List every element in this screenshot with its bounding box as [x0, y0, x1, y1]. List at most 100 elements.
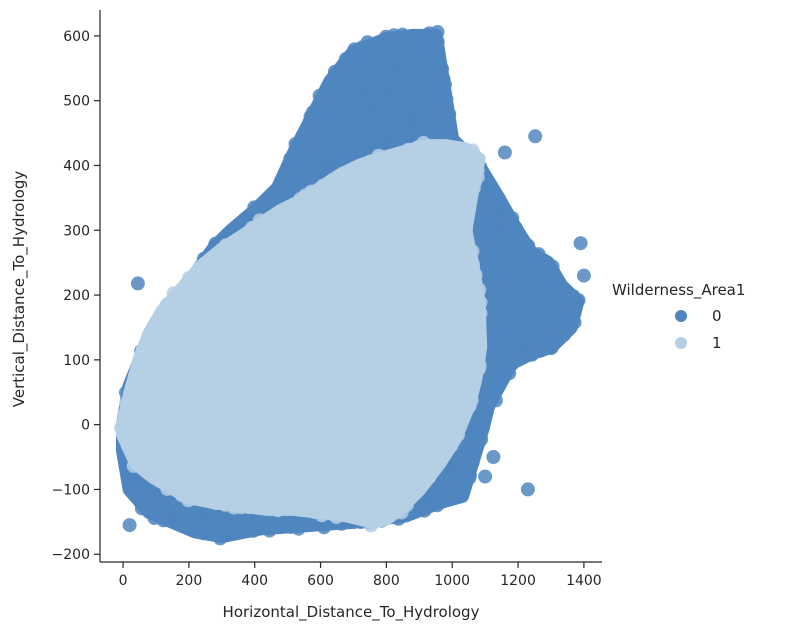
data-point [195, 507, 210, 522]
data-point [215, 468, 230, 483]
data-point [378, 335, 393, 350]
data-point [246, 523, 261, 538]
data-point [182, 473, 197, 488]
data-point [325, 173, 340, 188]
data-point [226, 444, 241, 459]
data-point [162, 462, 177, 476]
data-point [401, 255, 416, 270]
data-point [414, 337, 428, 351]
y-tick-label: −200 [52, 547, 90, 563]
data-point [320, 155, 335, 170]
data-point [387, 380, 402, 394]
data-point [317, 461, 332, 476]
data-point [125, 471, 140, 486]
data-point [341, 417, 356, 431]
data-point [471, 301, 486, 316]
legend: Wilderness_Area1 0 1 [612, 281, 745, 352]
data-point [384, 357, 399, 372]
data-point [438, 441, 452, 456]
data-point [125, 482, 140, 497]
y-tick-label: 300 [63, 223, 90, 239]
data-point [166, 511, 181, 525]
legend-label-0: 0 [712, 307, 722, 325]
data-point [305, 303, 320, 318]
data-point [441, 113, 456, 128]
data-point [420, 365, 435, 380]
data-point [218, 242, 232, 257]
data-point [208, 430, 223, 445]
series-1 [114, 135, 488, 533]
data-point [270, 503, 285, 518]
y-tick-label: 600 [63, 29, 90, 45]
x-tick-label: 1400 [566, 573, 602, 589]
y-tick-label: 400 [63, 158, 90, 174]
data-point [517, 343, 532, 358]
data-point [502, 280, 517, 295]
data-point [142, 454, 157, 469]
data-point [140, 342, 155, 357]
data-point [335, 182, 350, 197]
data-point [456, 383, 470, 398]
data-point [240, 347, 255, 362]
data-point [544, 341, 559, 356]
data-point [321, 344, 336, 359]
legend-marker-0 [675, 310, 687, 322]
data-point [280, 488, 295, 503]
data-point [207, 260, 222, 275]
data-point [229, 233, 244, 247]
data-point [140, 403, 155, 418]
data-point [274, 174, 289, 189]
data-point [278, 294, 293, 309]
data-point [400, 215, 415, 230]
data-point [375, 385, 390, 400]
data-point [331, 383, 346, 397]
data-point [130, 276, 145, 291]
y-tick-label: 100 [63, 353, 90, 369]
data-point [177, 461, 192, 476]
data-point [217, 515, 232, 530]
data-point [362, 315, 377, 330]
data-point [384, 75, 399, 90]
data-point [423, 115, 438, 129]
data-point [131, 355, 146, 370]
data-point [347, 164, 362, 179]
data-point [281, 500, 296, 514]
data-point [191, 523, 206, 538]
y-tick-label: 500 [63, 94, 90, 110]
data-point [515, 273, 530, 288]
data-point [273, 519, 288, 534]
y-tick-label: 0 [81, 418, 90, 434]
data-point [157, 399, 171, 414]
x-tick-label: 800 [373, 573, 400, 589]
points-layer [114, 25, 591, 546]
data-point [299, 499, 314, 514]
data-point [527, 320, 542, 335]
data-point [463, 283, 477, 297]
data-point [177, 288, 192, 303]
data-point [235, 285, 250, 300]
data-point [166, 286, 181, 301]
data-point [448, 142, 463, 157]
data-point [196, 384, 211, 399]
data-point [393, 402, 408, 417]
data-point [174, 334, 188, 349]
data-point [317, 263, 331, 278]
data-point [345, 179, 360, 194]
data-point [452, 479, 467, 494]
legend-title: Wilderness_Area1 [612, 281, 745, 300]
data-point [255, 263, 270, 278]
data-point [164, 476, 179, 491]
data-point [237, 310, 252, 325]
data-point [409, 268, 424, 283]
data-point [440, 279, 455, 294]
data-point [289, 466, 304, 481]
data-point [417, 503, 432, 518]
data-point [401, 371, 416, 386]
data-point [295, 391, 310, 406]
data-point [450, 221, 465, 236]
data-point [324, 415, 339, 430]
data-point [247, 499, 262, 514]
data-point [353, 60, 368, 75]
data-point [499, 327, 514, 342]
